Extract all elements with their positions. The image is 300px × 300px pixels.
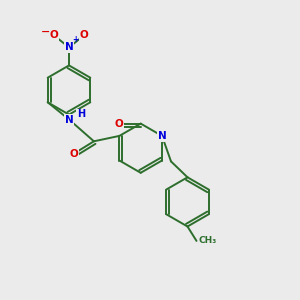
Text: O: O (50, 30, 58, 40)
Text: −: − (41, 27, 50, 37)
Text: N: N (65, 115, 74, 125)
Text: CH₃: CH₃ (198, 236, 216, 245)
Text: O: O (80, 30, 88, 40)
Text: N: N (64, 42, 74, 52)
Text: O: O (69, 149, 78, 159)
Text: +: + (73, 34, 79, 43)
Text: H: H (76, 109, 85, 119)
Text: O: O (115, 118, 124, 129)
Text: N: N (158, 131, 166, 141)
